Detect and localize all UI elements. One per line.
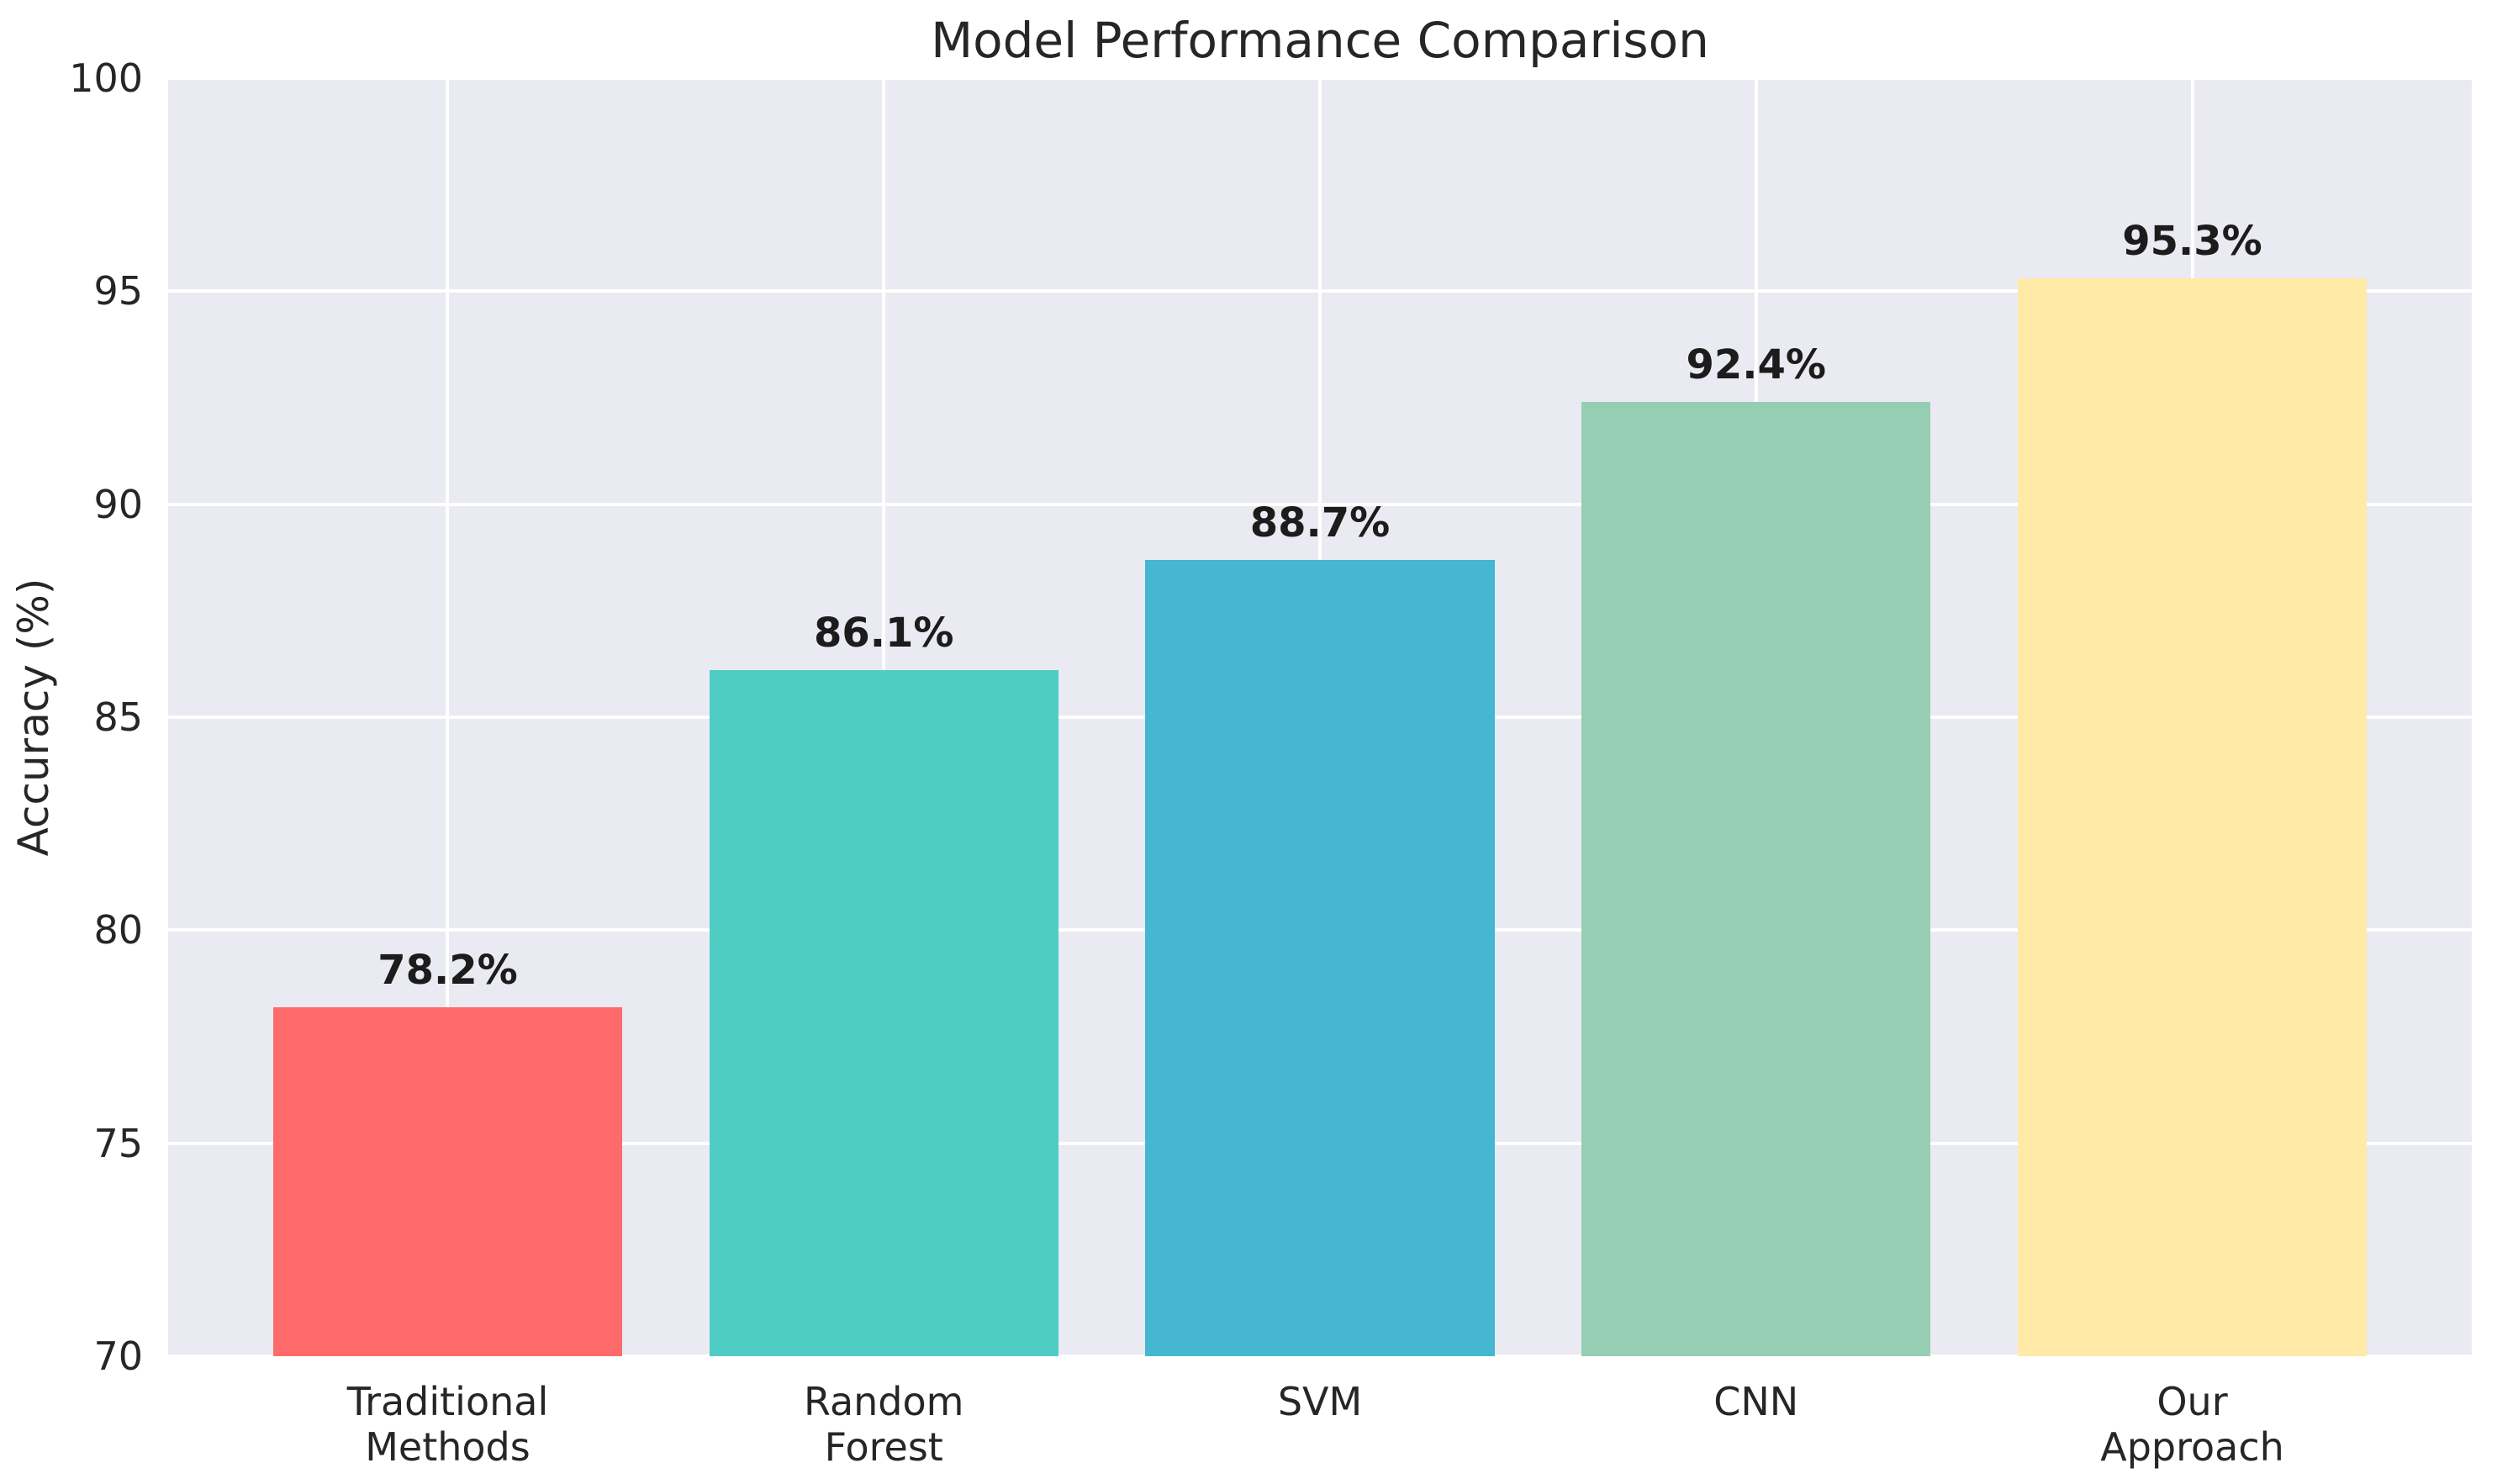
bar-random-forest (709, 670, 1058, 1356)
value-label: 92.4% (1686, 341, 1827, 389)
y-tick-label: 95 (93, 268, 143, 314)
y-tick-label: 100 (69, 55, 143, 101)
y-tick-label: 90 (93, 481, 143, 527)
bar-svm (1145, 559, 1495, 1356)
value-label: 88.7% (1249, 499, 1391, 547)
bar-cnn (1581, 402, 1931, 1356)
y-tick-label: 85 (93, 694, 143, 740)
value-label: 86.1% (813, 610, 954, 658)
value-label: 78.2% (377, 946, 518, 994)
x-tick-label: Random Forest (804, 1379, 964, 1471)
x-tick-label: SVM (1277, 1379, 1363, 1424)
bar-traditional-methods (272, 1006, 623, 1356)
x-tick-label: CNN (1713, 1379, 1799, 1424)
x-tick-label: Our Approach (2100, 1379, 2284, 1471)
bar-our-approach (2017, 278, 2368, 1356)
chart-title: Model Performance Comparison (931, 12, 1709, 69)
gridline-vertical (446, 78, 450, 1356)
y-tick-label: 70 (93, 1333, 143, 1379)
x-tick-label: Traditional Methods (346, 1379, 549, 1471)
value-label: 95.3% (2122, 218, 2262, 266)
y-tick-label: 75 (93, 1120, 143, 1166)
plot-area: 78.2% 86.1% 88.7% 92.4% 95.3% (168, 78, 2472, 1356)
y-tick-label: 80 (93, 907, 143, 953)
